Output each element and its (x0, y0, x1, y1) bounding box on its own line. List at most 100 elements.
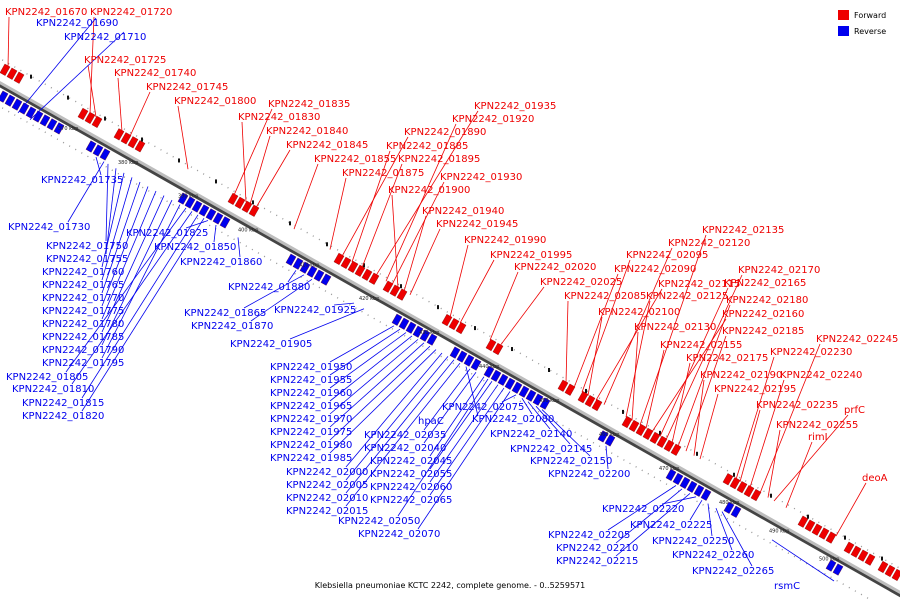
reverse-gene-block (219, 216, 231, 229)
tick-label-490-kbp: 490 kbp (769, 528, 789, 534)
gene-label-kpn2242-01690: KPN2242_01690 (36, 18, 118, 29)
gene-label-kpn2242-01740: KPN2242_01740 (114, 68, 196, 79)
track-mark (844, 535, 846, 540)
gene-label-kpn2242-02195: KPN2242_02195 (714, 384, 796, 395)
label-leader-lines (7, 16, 867, 582)
gene-label-kpn2242-01925: KPN2242_01925 (274, 305, 356, 316)
forward-gene-block (729, 477, 741, 490)
forward-gene-block (333, 252, 345, 265)
leader-kpn2242-01990 (449, 244, 469, 318)
gene-label-kpn2242-01755: KPN2242_01755 (46, 254, 128, 265)
reverse-gene-block (85, 140, 97, 153)
gene-label-kpn2242-02060: KPN2242_02060 (370, 482, 452, 493)
gene-label-kpn2242-02175: KPN2242_02175 (686, 353, 768, 364)
reverse-gene-block (391, 313, 403, 326)
reverse-gene-block (723, 501, 735, 514)
gene-label-kpn2242-02135: KPN2242_02135 (702, 225, 784, 236)
leader-kpn2242-01880 (287, 270, 297, 283)
forward-gene-block (127, 136, 139, 149)
gene-label-rsmc: rsmC (774, 581, 800, 592)
tick-label-480-kbp: 480 kbp (719, 500, 739, 506)
track-mark (67, 95, 69, 100)
leader-kpn2242-02265 (721, 511, 753, 567)
gene-label-kpn2242-02225: KPN2242_02225 (630, 520, 712, 531)
leader-kpn2242-01670 (7, 16, 10, 68)
gene-label-kpn2242-02035: KPN2242_02035 (364, 430, 446, 441)
reverse-gene-block (205, 208, 217, 221)
reverse-gene-block (4, 94, 16, 107)
gene-label-kpn2242-02160: KPN2242_02160 (722, 309, 804, 320)
leader-kpn2242-01935 (375, 110, 479, 276)
gene-label-kpn2242-02205: KPN2242_02205 (548, 530, 630, 541)
forward-gene-block (743, 485, 755, 498)
reverse-gene-block (299, 261, 311, 274)
reverse-gene-block (693, 484, 705, 497)
leader-kpn2242-01745 (129, 91, 151, 137)
gene-label-kpn2242-02005: KPN2242_02005 (286, 480, 368, 491)
gene-label-kpn2242-02050: KPN2242_02050 (338, 516, 420, 527)
forward-gene-block (382, 280, 394, 293)
leader-kpn2242-01860 (237, 237, 241, 258)
reverse-gene-block (18, 102, 30, 115)
forward-gene-block (77, 107, 89, 121)
gene-label-kpn2242-01980: KPN2242_01980 (270, 440, 352, 451)
leader-kpn2242-02050 (397, 378, 489, 517)
leader-kpn2242-01820 (81, 217, 205, 412)
reverse-gene-block (412, 325, 424, 338)
forward-gene-block (736, 481, 748, 494)
gene-label-kpn2242-01895: KPN2242_01895 (398, 154, 480, 165)
leader-kpn2242-02085 (565, 300, 569, 384)
tick-label-370-kbp: 370 kbp (58, 126, 78, 132)
gene-label-kpn2242-02140: KPN2242_02140 (490, 429, 572, 440)
reverse-gene-block (456, 350, 468, 363)
leader-kpn2242-01855 (293, 163, 319, 230)
gene-label-kpn2242-01985: KPN2242_01985 (270, 453, 352, 464)
forward-gene-block (663, 439, 675, 452)
reverse-gene-block (463, 354, 475, 367)
gene-label-kpn2242-01780: KPN2242_01780 (42, 319, 124, 330)
reverse-gene-block (597, 430, 609, 443)
gene-label-kpn2242-01730: KPN2242_01730 (8, 222, 90, 233)
track-mark (400, 284, 402, 289)
reverse-gene-block (832, 563, 844, 576)
leader-kpn2242-02055 (429, 381, 493, 470)
leader-kpn2242-01805 (65, 207, 187, 373)
forward-gene-block (84, 111, 96, 124)
forward-gene-block (811, 523, 823, 536)
gene-label-kpn2242-02170: KPN2242_02170 (738, 265, 820, 276)
gene-label-kpn2242-01995: KPN2242_01995 (490, 250, 572, 261)
leader-kpn2242-02255 (767, 429, 781, 498)
leader-kpn2242-01985 (329, 349, 437, 454)
leader-kpn2242-01895 (361, 163, 403, 268)
legend-forward-swatch (838, 10, 849, 20)
track-mark (807, 514, 809, 519)
gene-label-kpn2242-01800: KPN2242_01800 (174, 96, 256, 107)
leader-deoa (835, 482, 867, 537)
reverse-gene-block (212, 212, 224, 225)
leader-kpn2242-02045 (429, 376, 485, 457)
leader-kpn2242-02220 (661, 496, 697, 505)
forward-gene-block (649, 431, 661, 444)
reverse-gene-block (518, 385, 530, 398)
gene-label-kpn2242-01890: KPN2242_01890 (404, 127, 486, 138)
forward-gene-block (234, 196, 246, 209)
leader-kpn2242-01740 (117, 77, 123, 132)
gene-label-kpn2242-02075: KPN2242_02075 (442, 402, 524, 413)
reverse-gene-block (99, 148, 111, 161)
reverse-gene-block (497, 373, 509, 386)
reverse-gene-block (483, 365, 495, 378)
leader-kpn2242-01815 (81, 214, 199, 399)
gene-label-kpn2242-02090: KPN2242_02090 (614, 264, 696, 275)
leader-kpn2242-02205 (607, 485, 677, 531)
gene-label-kpn2242-01815: KPN2242_01815 (22, 398, 104, 409)
track-mark (733, 472, 735, 477)
leader-kpn2242-01905 (289, 308, 365, 340)
gene-label-kpn2242-01810: KPN2242_01810 (12, 384, 94, 395)
leader-kpn2242-01875 (329, 177, 347, 250)
gene-label-kpn2242-01935: KPN2242_01935 (474, 101, 556, 112)
tick-label-410-kbp: 410 kbp (299, 262, 319, 268)
forward-gene-block (361, 268, 373, 281)
gene-label-kpn2242-01820: KPN2242_01820 (22, 411, 104, 422)
forward-gene-block (628, 419, 640, 433)
